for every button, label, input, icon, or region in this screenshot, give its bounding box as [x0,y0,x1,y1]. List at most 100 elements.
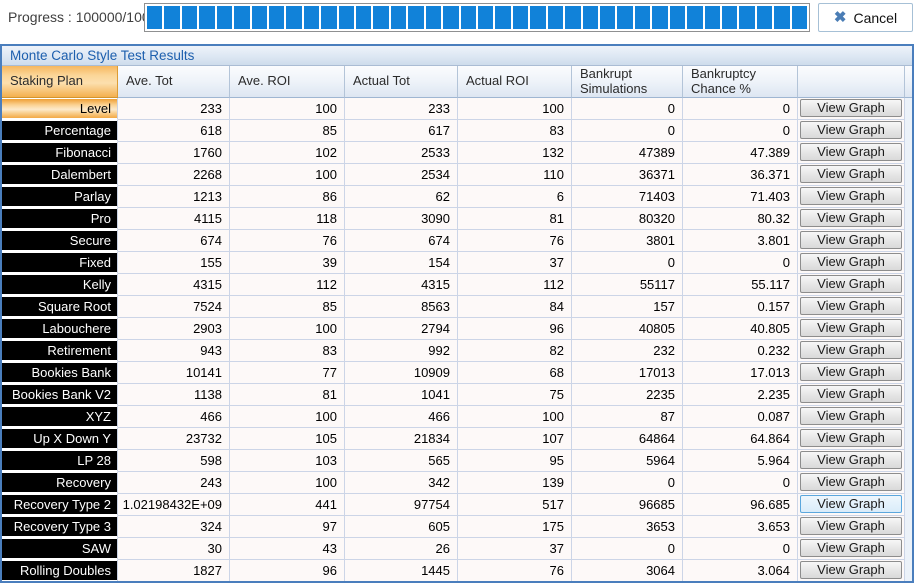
staking-plan-label: Parlay [2,187,117,206]
progress-segment [147,6,163,29]
actual-tot-cell: 2794 [345,318,458,340]
staking-plan-cell[interactable]: Level [2,98,118,120]
ave-tot-cell: 4115 [118,208,230,230]
staking-plan-cell[interactable]: Recovery Type 3 [2,516,118,538]
view-graph-button[interactable]: View Graph [800,517,902,535]
row-spacer [905,384,912,406]
view-graph-button[interactable]: View Graph [800,165,902,183]
table-row: XYZ 466 100 466 100 87 0.087 View Graph [2,406,912,428]
table-row: Parlay 1213 86 62 6 71403 71.403 View Gr… [2,186,912,208]
view-graph-button[interactable]: View Graph [800,143,902,161]
view-graph-button[interactable]: View Graph [800,429,902,447]
view-graph-button[interactable]: View Graph [800,187,902,205]
staking-plan-cell[interactable]: Percentage [2,120,118,142]
ave-roi-cell: 97 [230,516,345,538]
actual-tot-cell: 97754 [345,494,458,516]
cancel-label: Cancel [853,9,898,26]
staking-plan-cell[interactable]: SAW [2,538,118,560]
col-header-actual-tot[interactable]: Actual Tot [345,66,458,98]
staking-plan-cell[interactable]: Recovery Type 2 [2,494,118,516]
ave-roi-cell: 96 [230,560,345,581]
view-graph-button[interactable]: View Graph [800,99,902,117]
view-graph-button[interactable]: View Graph [800,473,902,491]
actual-roi-cell: 100 [458,98,572,120]
view-graph-button[interactable]: View Graph [800,539,902,557]
row-spacer [905,516,912,538]
staking-plan-cell[interactable]: XYZ [2,406,118,428]
staking-plan-cell[interactable]: Secure [2,230,118,252]
staking-plan-cell[interactable]: Parlay [2,186,118,208]
progress-segment [652,6,668,29]
view-graph-button[interactable]: View Graph [800,253,902,271]
staking-plan-label: Retirement [2,341,117,360]
ave-tot-cell: 674 [118,230,230,252]
staking-plan-cell[interactable]: Pro [2,208,118,230]
actual-tot-cell: 1445 [345,560,458,581]
bankruptcy-chance-cell: 0 [683,538,798,560]
staking-plan-cell[interactable]: Fixed [2,252,118,274]
bankrupt-simulations-cell: 2235 [572,384,683,406]
staking-plan-cell[interactable]: Recovery [2,472,118,494]
col-header-bankruptcy-chance[interactable]: Bankruptcy Chance % [683,66,798,98]
col-header-bankrupt-simulations[interactable]: Bankrupt Simulations [572,66,683,98]
ave-tot-cell: 1760 [118,142,230,164]
row-spacer [905,296,912,318]
ave-tot-cell: 466 [118,406,230,428]
bankruptcy-chance-cell: 3.064 [683,560,798,581]
ave-roi-cell: 85 [230,296,345,318]
row-spacer [905,230,912,252]
view-graph-button[interactable]: View Graph [800,275,902,293]
ave-tot-cell: 4315 [118,274,230,296]
progress-segments [147,6,808,29]
table-row: Recovery Type 3 324 97 605 175 3653 3.65… [2,516,912,538]
staking-plan-cell[interactable]: Labouchere [2,318,118,340]
progress-segment [356,6,372,29]
staking-plan-cell[interactable]: Rolling Doubles [2,560,118,581]
staking-plan-cell[interactable]: Bookies Bank V2 [2,384,118,406]
progress-segment [512,6,529,29]
ave-tot-cell: 1.02198432E+09 [118,494,230,516]
progress-toolbar: Progress : 100000/100... ✖ Cancel [0,0,914,44]
ave-roi-cell: 118 [230,208,345,230]
staking-plan-label: XYZ [2,407,117,426]
view-graph-button[interactable]: View Graph [800,341,902,359]
table-row: Rolling Doubles 1827 96 1445 76 3064 3.0… [2,560,912,581]
view-graph-button[interactable]: View Graph [800,231,902,249]
cancel-button[interactable]: ✖ Cancel [818,3,913,32]
staking-plan-cell[interactable]: Square Root [2,296,118,318]
ave-roi-cell: 100 [230,472,345,494]
view-graph-button[interactable]: View Graph [800,495,902,513]
bankrupt-simulations-cell: 3064 [572,560,683,581]
progress-segment [390,6,407,29]
view-graph-button[interactable]: View Graph [800,209,902,227]
col-header-staking-plan[interactable]: Staking Plan [2,66,118,98]
col-header-ave-tot[interactable]: Ave. Tot [118,66,230,98]
staking-plan-cell[interactable]: Up X Down Y [2,428,118,450]
view-graph-button[interactable]: View Graph [800,561,902,579]
bankruptcy-chance-cell: 0.232 [683,340,798,362]
progress-segment [634,6,651,29]
view-graph-button[interactable]: View Graph [800,385,902,403]
view-graph-button[interactable]: View Graph [800,363,902,381]
view-graph-button[interactable]: View Graph [800,121,902,139]
staking-plan-cell[interactable]: Dalembert [2,164,118,186]
row-spacer [905,340,912,362]
progress-segment [721,6,738,29]
ave-roi-cell: 105 [230,428,345,450]
view-graph-button[interactable]: View Graph [800,451,902,469]
view-graph-button[interactable]: View Graph [800,319,902,337]
progress-segment [443,6,459,29]
staking-plan-cell[interactable]: LP 28 [2,450,118,472]
bankruptcy-chance-cell: 17.013 [683,362,798,384]
staking-plan-cell[interactable]: Kelly [2,274,118,296]
view-graph-cell: View Graph [798,164,905,186]
bankrupt-simulations-cell: 47389 [572,142,683,164]
view-graph-cell: View Graph [798,450,905,472]
col-header-ave-roi[interactable]: Ave. ROI [230,66,345,98]
view-graph-button[interactable]: View Graph [800,407,902,425]
staking-plan-cell[interactable]: Fibonacci [2,142,118,164]
staking-plan-cell[interactable]: Retirement [2,340,118,362]
col-header-actual-roi[interactable]: Actual ROI [458,66,572,98]
staking-plan-cell[interactable]: Bookies Bank [2,362,118,384]
view-graph-button[interactable]: View Graph [800,297,902,315]
